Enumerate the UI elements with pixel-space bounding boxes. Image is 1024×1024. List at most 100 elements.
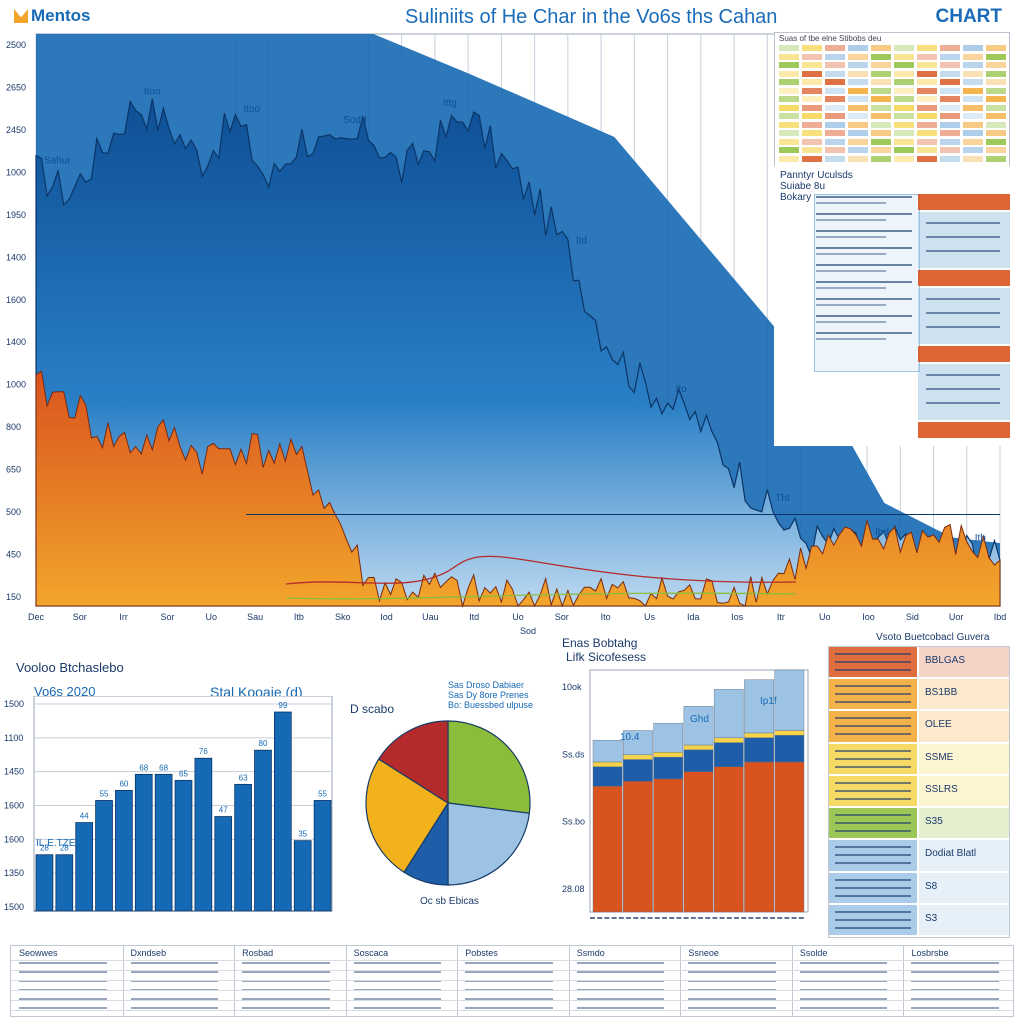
table-cell bbox=[825, 113, 845, 119]
data-point-label: Itd bbox=[576, 235, 587, 246]
legend-text-line bbox=[926, 326, 1000, 328]
legend-text-line bbox=[926, 388, 1000, 390]
table-cell bbox=[848, 121, 868, 128]
footer-text-line bbox=[799, 998, 888, 1000]
table-cell bbox=[986, 121, 1006, 128]
stacked-segment bbox=[653, 723, 684, 753]
footer-text-line bbox=[465, 998, 553, 1000]
pie-legend-item: Sas Droso Dabiaer bbox=[448, 680, 525, 690]
row-text-line bbox=[835, 701, 911, 704]
stacked-segment bbox=[623, 754, 653, 760]
table-cell bbox=[917, 130, 937, 136]
trend-line-red bbox=[285, 555, 797, 585]
row-value-bg bbox=[919, 679, 1009, 710]
y-tick-label: 1100 bbox=[4, 733, 23, 743]
bar-inline-label: IL.E.TZE. bbox=[36, 838, 78, 849]
table-cell bbox=[963, 113, 983, 119]
table-cell bbox=[917, 121, 937, 128]
footer-column-header: Soscaca bbox=[353, 948, 389, 958]
stacked-segment bbox=[744, 761, 774, 913]
footer-column-header: Pobstes bbox=[465, 948, 498, 958]
footer-column-divider bbox=[680, 946, 682, 1016]
footer-column-header: Ssneoe bbox=[688, 948, 719, 958]
table-cell bbox=[871, 62, 891, 68]
bar bbox=[293, 840, 312, 912]
legend-text-line bbox=[816, 236, 886, 238]
stacked-segment bbox=[653, 756, 684, 780]
bar bbox=[273, 711, 292, 912]
pie-chart bbox=[365, 720, 531, 886]
legend-text-line bbox=[816, 213, 912, 215]
row-value-label: S8 bbox=[925, 880, 938, 892]
table-cell bbox=[986, 79, 1006, 85]
y-tick-label: 1350 bbox=[4, 868, 24, 878]
x-tick-label: Irr bbox=[119, 612, 128, 622]
y-tick-label: 1000 bbox=[6, 167, 26, 177]
row-text-line bbox=[835, 886, 911, 889]
pie-legend: Sas Droso Dabiaer Sas Dy 8ore Prenes Bo:… bbox=[448, 680, 533, 710]
footer-text-line bbox=[911, 962, 999, 964]
legend-color-block bbox=[918, 364, 1010, 420]
table-cell bbox=[986, 104, 1006, 111]
bar-value-label: 28 bbox=[60, 844, 69, 853]
y-tick-label: 1450 bbox=[4, 767, 24, 777]
bar-value-label: 28 bbox=[40, 844, 49, 853]
stacked-segment bbox=[623, 781, 653, 913]
page-title: Suliniits of He Char in the Vo6s ths Cah… bbox=[405, 6, 778, 28]
footer-text-line bbox=[130, 971, 219, 973]
table-cell bbox=[940, 155, 960, 162]
row-text-line bbox=[835, 653, 911, 655]
row-text-line bbox=[835, 733, 911, 736]
footer-text-line bbox=[130, 998, 219, 1000]
footer-text-line bbox=[465, 962, 553, 964]
x-tick-label: Dec bbox=[28, 612, 45, 622]
row-text-line bbox=[835, 669, 911, 671]
x-tick-label: Sor bbox=[555, 612, 569, 622]
table-cell bbox=[917, 155, 937, 162]
trend-line-green bbox=[285, 592, 797, 600]
legend-text-line bbox=[816, 332, 912, 334]
y-tick-label: 800 bbox=[6, 422, 21, 432]
footer-text-line bbox=[130, 962, 219, 964]
table-cell bbox=[825, 104, 845, 111]
pie-slice bbox=[365, 758, 449, 874]
y-tick-label: 1600 bbox=[4, 834, 24, 844]
table-cell bbox=[986, 147, 1006, 153]
legend-text-line bbox=[816, 264, 912, 266]
bar bbox=[234, 783, 252, 912]
data-point-label: Itoo bbox=[243, 104, 260, 115]
stacked-label: Ghd bbox=[690, 714, 709, 725]
legend-side-label: Bokary bbox=[780, 192, 812, 203]
row-text-line bbox=[835, 789, 911, 792]
legend-text-line bbox=[816, 253, 886, 255]
stacked-segment bbox=[683, 771, 714, 913]
table-cell bbox=[848, 45, 868, 51]
table-cell bbox=[802, 121, 822, 128]
stacked-segment bbox=[623, 730, 653, 755]
table-cell bbox=[825, 70, 845, 77]
legend-text-line bbox=[816, 202, 886, 204]
footer-text-line bbox=[19, 962, 107, 964]
table-cell bbox=[802, 53, 822, 60]
footer-column-header: Losbrsbe bbox=[911, 948, 949, 958]
y-tick-label: 1000 bbox=[6, 380, 26, 390]
table-cell bbox=[917, 104, 937, 111]
table-cell bbox=[894, 138, 914, 145]
footer-text-line bbox=[688, 962, 776, 964]
footer-text-line bbox=[353, 962, 442, 964]
table-cell bbox=[986, 87, 1006, 94]
stacked-segment bbox=[774, 730, 805, 736]
footer-row-divider bbox=[11, 960, 1013, 961]
table-cell bbox=[986, 62, 1006, 68]
right-data-table: BBLGAS BS1BB OLEE SSME SSLRS S35 Dodiat Blatl S… bbox=[828, 646, 1010, 938]
table-cell bbox=[940, 96, 960, 102]
table-cell bbox=[894, 130, 914, 136]
bar bbox=[115, 790, 133, 912]
table-cell bbox=[963, 79, 983, 85]
table-cell bbox=[986, 53, 1006, 60]
table-cell bbox=[894, 155, 914, 162]
footer-text-line bbox=[465, 980, 553, 982]
x-tick-label: Ida bbox=[687, 612, 700, 622]
table-cell bbox=[848, 87, 868, 94]
footer-text-line bbox=[353, 980, 442, 982]
